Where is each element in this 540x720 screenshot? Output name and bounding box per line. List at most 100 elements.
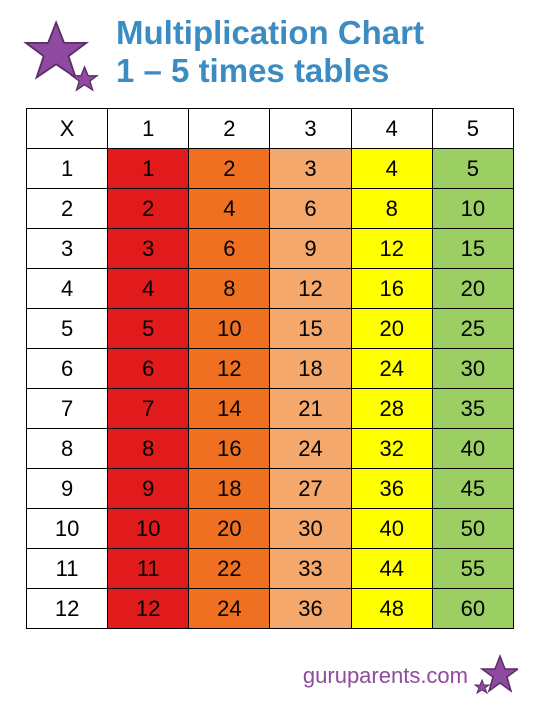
table-row: 2246810: [27, 189, 514, 229]
table-row: 101020304050: [27, 509, 514, 549]
table-row: 111122334455: [27, 549, 514, 589]
footer-text: guruparents.com: [303, 663, 468, 689]
table-cell: 16: [189, 429, 270, 469]
table-cell: 10: [432, 189, 513, 229]
table-cell: 60: [432, 589, 513, 629]
table-cell: 6: [270, 189, 351, 229]
table-row: 6612182430: [27, 349, 514, 389]
row-header: 7: [27, 389, 108, 429]
table-cell: 7: [108, 389, 189, 429]
table-cell: 20: [351, 309, 432, 349]
table-cell: 33: [270, 549, 351, 589]
col-header: 5: [432, 109, 513, 149]
table-cell: 6: [189, 229, 270, 269]
col-header: 3: [270, 109, 351, 149]
table-cell: 14: [189, 389, 270, 429]
table-cell: 55: [432, 549, 513, 589]
table-cell: 32: [351, 429, 432, 469]
title-line-2: 1 – 5 times tables: [116, 52, 424, 90]
title-block: Multiplication Chart 1 – 5 times tables: [116, 14, 424, 90]
footer: guruparents.com: [303, 654, 518, 698]
table-cell: 9: [108, 469, 189, 509]
table-cell: 4: [351, 149, 432, 189]
table-cell: 45: [432, 469, 513, 509]
title-line-1: Multiplication Chart: [116, 14, 424, 52]
table-cell: 1: [108, 149, 189, 189]
table-cell: 50: [432, 509, 513, 549]
table-row: 112345: [27, 149, 514, 189]
table-cell: 18: [270, 349, 351, 389]
table-cell: 10: [108, 509, 189, 549]
row-header: 2: [27, 189, 108, 229]
table-cell: 8: [108, 429, 189, 469]
row-header: 11: [27, 549, 108, 589]
table-cell: 6: [108, 349, 189, 389]
col-header: 2: [189, 109, 270, 149]
table-cell: 9: [270, 229, 351, 269]
table-cell: 27: [270, 469, 351, 509]
table-row: 121224364860: [27, 589, 514, 629]
table-cell: 8: [189, 269, 270, 309]
table-cell: 21: [270, 389, 351, 429]
table-cell: 4: [189, 189, 270, 229]
table-cell: 48: [351, 589, 432, 629]
col-header: 1: [108, 109, 189, 149]
table-cell: 18: [189, 469, 270, 509]
row-header: 9: [27, 469, 108, 509]
table-cell: 12: [270, 269, 351, 309]
table-row: 5510152025: [27, 309, 514, 349]
table-cell: 20: [189, 509, 270, 549]
table-cell: 3: [270, 149, 351, 189]
table-cell: 44: [351, 549, 432, 589]
table-cell: 15: [432, 229, 513, 269]
table-cell: 30: [432, 349, 513, 389]
table-cell: 4: [108, 269, 189, 309]
table-cell: 2: [108, 189, 189, 229]
star-icon: [474, 654, 518, 698]
row-header: 4: [27, 269, 108, 309]
table-cell: 16: [351, 269, 432, 309]
table-row: 9918273645: [27, 469, 514, 509]
table-cell: 36: [351, 469, 432, 509]
col-header: 4: [351, 109, 432, 149]
table-row: 448121620: [27, 269, 514, 309]
table-cell: 5: [432, 149, 513, 189]
table-cell: 8: [351, 189, 432, 229]
row-header: 8: [27, 429, 108, 469]
table-corner: X: [27, 109, 108, 149]
row-header: 10: [27, 509, 108, 549]
table-cell: 25: [432, 309, 513, 349]
table-cell: 3: [108, 229, 189, 269]
chart-container: X12345 112345224681033691215448121620551…: [0, 108, 540, 629]
table-cell: 20: [432, 269, 513, 309]
table-cell: 24: [270, 429, 351, 469]
row-header: 12: [27, 589, 108, 629]
table-cell: 30: [270, 509, 351, 549]
table-cell: 5: [108, 309, 189, 349]
table-cell: 35: [432, 389, 513, 429]
row-header: 6: [27, 349, 108, 389]
table-cell: 40: [351, 509, 432, 549]
table-row: 33691215: [27, 229, 514, 269]
table-row: 8816243240: [27, 429, 514, 469]
table-row: 7714212835: [27, 389, 514, 429]
table-cell: 22: [189, 549, 270, 589]
table-cell: 40: [432, 429, 513, 469]
row-header: 3: [27, 229, 108, 269]
multiplication-table: X12345 112345224681033691215448121620551…: [26, 108, 514, 629]
table-cell: 24: [189, 589, 270, 629]
table-cell: 24: [351, 349, 432, 389]
table-cell: 15: [270, 309, 351, 349]
table-cell: 12: [108, 589, 189, 629]
row-header: 5: [27, 309, 108, 349]
table-cell: 10: [189, 309, 270, 349]
header: Multiplication Chart 1 – 5 times tables: [0, 0, 540, 108]
table-cell: 28: [351, 389, 432, 429]
table-cell: 12: [351, 229, 432, 269]
row-header: 1: [27, 149, 108, 189]
star-icon: [20, 18, 110, 98]
table-cell: 36: [270, 589, 351, 629]
table-cell: 2: [189, 149, 270, 189]
table-cell: 11: [108, 549, 189, 589]
table-cell: 12: [189, 349, 270, 389]
